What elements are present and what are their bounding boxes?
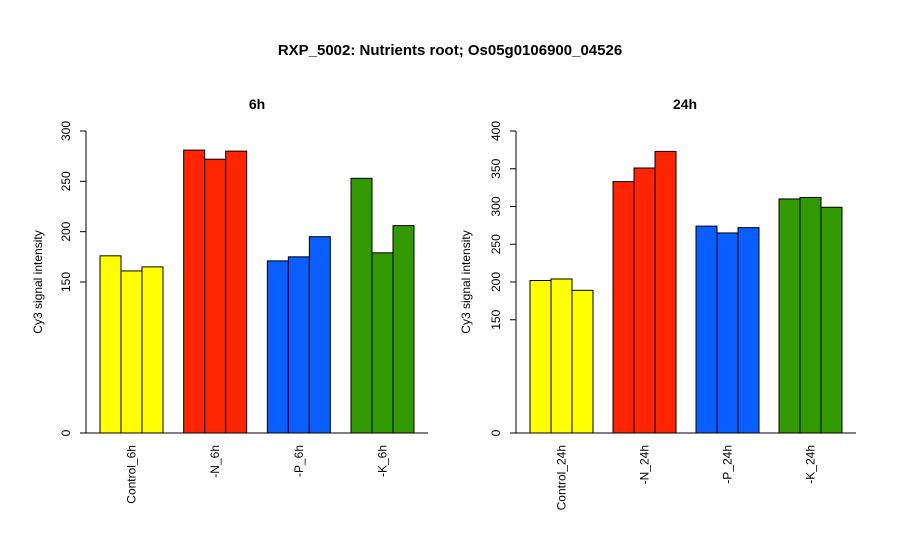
- panel-title: 24h: [673, 96, 697, 112]
- y-tick-label: 200: [489, 272, 503, 292]
- panel-6h: 6h Cy3 signal intensity Control_6h -N_6h -…: [31, 96, 428, 504]
- y-tick-label: 300: [59, 121, 73, 141]
- bar: [737, 227, 760, 434]
- bar: [778, 198, 801, 434]
- x-tick-label: -N_6h: [208, 445, 222, 478]
- panel-24h: 24h Cy3 signal intensity Control_24h -N_2…: [459, 96, 856, 510]
- x-tick-label: -P_24h: [721, 445, 735, 484]
- bar: [120, 270, 143, 434]
- x-tick-label: -N_24h: [638, 445, 652, 484]
- bar: [633, 167, 656, 434]
- y-axis-label: Cy3 signal intensity: [459, 230, 473, 333]
- y-axis-label: Cy3 signal intensity: [31, 230, 45, 333]
- bar: [695, 225, 718, 434]
- x-tick-label: -P_6h: [292, 445, 306, 477]
- bar: [183, 149, 206, 434]
- x-tick-label: -K_6h: [376, 445, 390, 477]
- x-tick-label: -K_24h: [804, 445, 818, 484]
- bar: [612, 181, 635, 434]
- bar: [225, 150, 248, 434]
- bar: [266, 260, 289, 434]
- bar: [716, 232, 739, 434]
- y-tick-label: 150: [59, 272, 73, 292]
- bar: [820, 206, 843, 434]
- bar: [571, 289, 594, 434]
- panel-title: 6h: [249, 96, 265, 112]
- y-tick-label: 250: [489, 234, 503, 254]
- bar: [350, 177, 373, 434]
- y-tick-label: 200: [59, 221, 73, 241]
- y-tick-label: 0: [489, 429, 503, 436]
- bar: [654, 150, 677, 434]
- bar: [308, 236, 331, 434]
- y-tick-label: 300: [489, 196, 503, 216]
- y-tick-label: 0: [59, 429, 73, 436]
- bar: [204, 158, 227, 434]
- y-tick-label: 400: [489, 121, 503, 141]
- x-tick-label: Control_6h: [125, 445, 139, 504]
- y-tick-label: 150: [489, 309, 503, 329]
- bar: [371, 252, 394, 434]
- bar: [99, 255, 122, 434]
- bar: [799, 196, 822, 434]
- bar: [392, 225, 415, 434]
- bar: [550, 278, 573, 434]
- bar: [287, 256, 310, 434]
- figure-title: RXP_5002: Nutrients root; Os05g0106900_0…: [278, 42, 622, 59]
- bar: [529, 279, 552, 434]
- bar: [141, 266, 164, 434]
- y-tick-label: 350: [489, 158, 503, 178]
- x-tick-label: Control_24h: [555, 445, 569, 510]
- y-tick-label: 250: [59, 171, 73, 191]
